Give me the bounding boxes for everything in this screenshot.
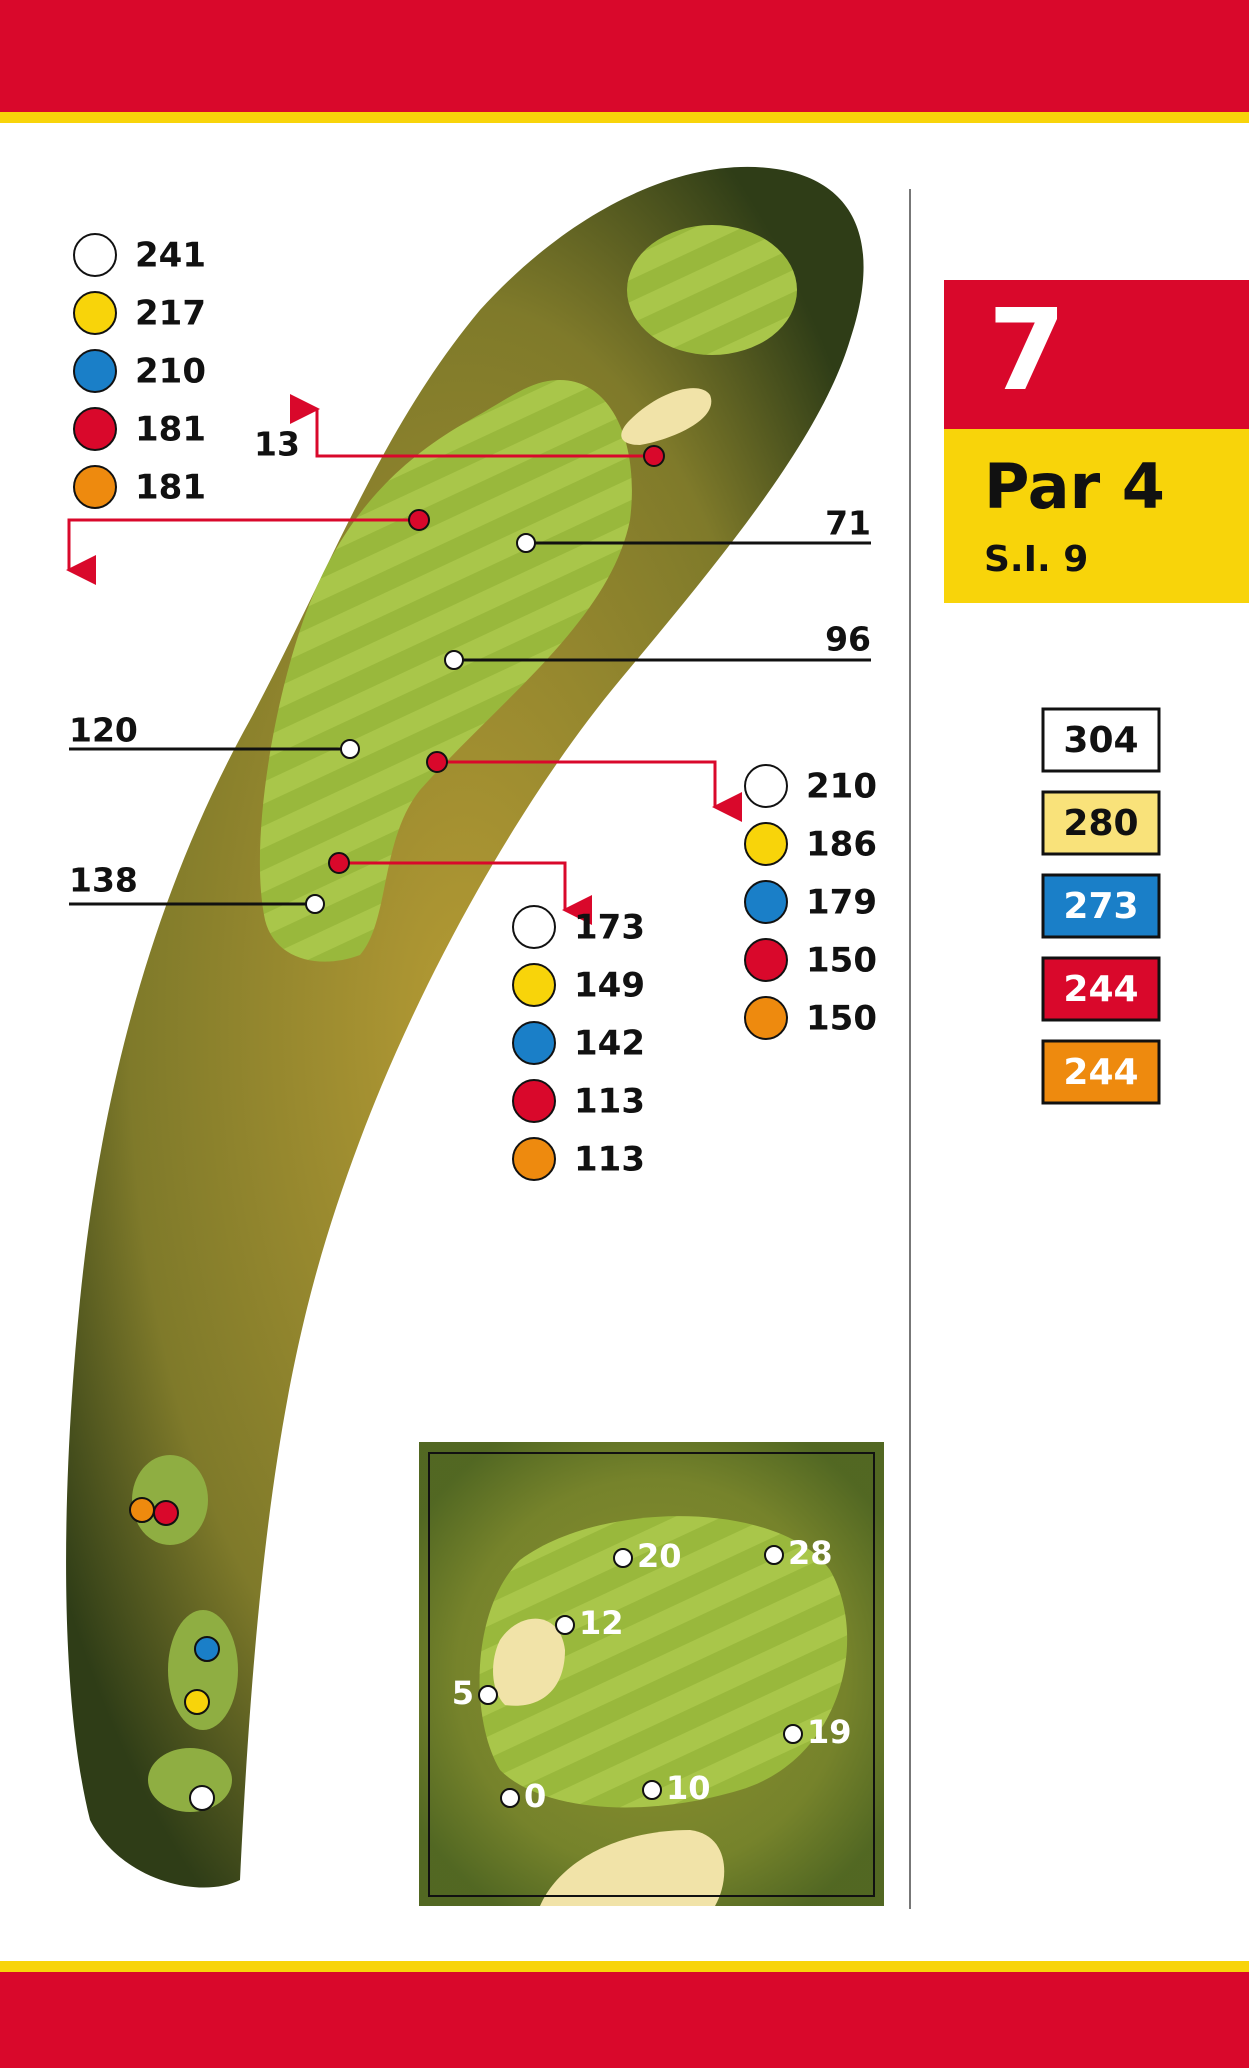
tee-color-dot	[512, 1137, 556, 1181]
tee-dot	[194, 1636, 220, 1662]
distance: 179	[806, 883, 877, 923]
tee-dot	[153, 1500, 179, 1526]
pin-distance: 0	[524, 1777, 546, 1815]
pin-dot	[555, 1615, 575, 1635]
pin-distance: 19	[807, 1713, 852, 1751]
tee-box	[1041, 707, 1161, 773]
pin-dot	[478, 1685, 498, 1705]
tee-yardage: 273	[1063, 886, 1138, 927]
tee-yardage: 244	[1063, 1052, 1138, 1093]
pin-distance: 28	[788, 1534, 833, 1572]
fairway-marker: 96	[825, 620, 871, 659]
distance: 149	[574, 966, 645, 1006]
distance: 217	[135, 294, 206, 334]
tee-color-dot	[73, 291, 117, 335]
tee-dot	[129, 1497, 155, 1523]
tee-color-dot	[512, 905, 556, 949]
tee-box	[1041, 956, 1161, 1022]
distance: 181	[135, 410, 206, 450]
tee-color-dot	[73, 407, 117, 451]
marker-dot	[305, 894, 325, 914]
tee-color-dot	[744, 938, 788, 982]
distance: 186	[806, 825, 877, 865]
distance: 150	[806, 941, 877, 981]
layup-dot	[426, 751, 448, 773]
tee-color-dot	[512, 1079, 556, 1123]
par-box	[944, 429, 1249, 603]
distance: 210	[135, 352, 206, 392]
distance: 150	[806, 999, 877, 1039]
layup-line	[66, 518, 419, 585]
tee-yardage: 304	[1063, 720, 1138, 761]
tee-color-dot	[744, 764, 788, 808]
layup-dot	[643, 445, 665, 467]
par: Par 4	[984, 450, 1165, 523]
marker-dot	[340, 739, 360, 759]
tee-color-dot	[512, 963, 556, 1007]
layup-line	[290, 394, 654, 458]
pin-distance: 5	[452, 1674, 474, 1712]
marker-dot	[444, 650, 464, 670]
top-stripe	[0, 112, 1249, 123]
pin-dot	[783, 1724, 803, 1744]
tee-yardage: 280	[1063, 803, 1138, 844]
fairway-marker: 138	[69, 861, 138, 900]
pin-dot	[613, 1548, 633, 1568]
bottom-stripe	[0, 1961, 1249, 1972]
tee-color-dot	[73, 465, 117, 509]
fairway-marker: 13	[254, 425, 300, 464]
tee-box	[1041, 873, 1161, 939]
tee-color-dot	[73, 233, 117, 277]
tee-color-dot	[512, 1021, 556, 1065]
tee-color-dot	[744, 880, 788, 924]
hole-number: 7	[988, 286, 1066, 416]
pin-distance: 10	[666, 1769, 711, 1807]
distance: 210	[806, 767, 877, 807]
layup-dot	[408, 509, 430, 531]
distance: 142	[574, 1024, 645, 1064]
pin-distance: 20	[637, 1537, 682, 1575]
layup-line	[339, 861, 592, 925]
green-inset	[419, 1442, 884, 1906]
pin-dot	[764, 1545, 784, 1565]
pin-distance: 12	[579, 1604, 624, 1642]
tee-color-dot	[744, 822, 788, 866]
pin-dot	[500, 1788, 520, 1808]
tee-color-dot	[73, 349, 117, 393]
layup-line	[437, 760, 742, 822]
tee-color-dot	[744, 996, 788, 1040]
distance: 113	[574, 1082, 645, 1122]
stroke-index: S.I. 9	[984, 539, 1088, 580]
top-band	[0, 0, 1249, 112]
marker-dot	[516, 533, 536, 553]
tee-dot	[184, 1689, 210, 1715]
distance: 173	[574, 908, 645, 948]
bottom-band	[0, 1972, 1249, 2068]
fairway-marker: 120	[69, 711, 138, 750]
tee-box	[1041, 1039, 1161, 1105]
tee-yardage: 244	[1063, 969, 1138, 1010]
hole-map	[66, 166, 864, 1888]
hole-number-box	[944, 280, 1249, 429]
fairway-marker: 71	[825, 504, 871, 543]
distance: 113	[574, 1140, 645, 1180]
pin-dot	[642, 1780, 662, 1800]
layup-dot	[328, 852, 350, 874]
tee-box	[1041, 790, 1161, 856]
distance: 241	[135, 236, 206, 276]
tee-dot	[189, 1785, 215, 1811]
distance: 181	[135, 468, 206, 508]
